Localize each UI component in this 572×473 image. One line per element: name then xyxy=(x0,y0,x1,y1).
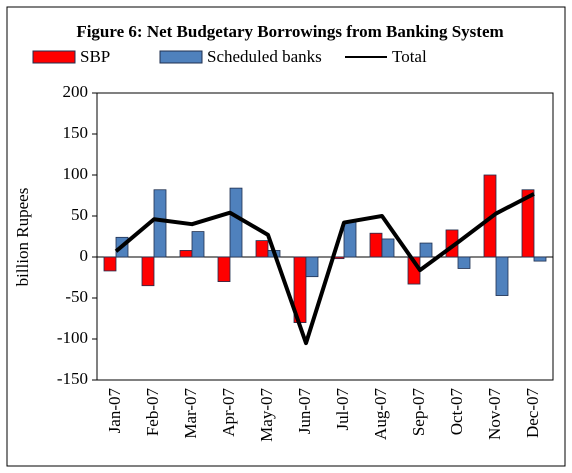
bar xyxy=(229,187,243,258)
bar xyxy=(495,256,509,296)
bar xyxy=(305,256,319,278)
y-tick-label: -100 xyxy=(57,328,88,347)
bar xyxy=(191,231,205,258)
y-tick-label: 200 xyxy=(63,82,89,101)
bar xyxy=(141,256,155,287)
plot-area xyxy=(96,92,554,381)
bar xyxy=(343,221,357,258)
x-tick-label: Feb-07 xyxy=(143,388,162,437)
bar xyxy=(103,256,117,272)
x-tick-label: Jul-07 xyxy=(333,388,352,431)
bar xyxy=(533,256,547,262)
bar xyxy=(457,256,471,269)
x-tick-label: Jan-07 xyxy=(105,388,124,434)
legend-swatch xyxy=(159,50,203,64)
bar xyxy=(153,189,167,258)
legend-label: SBP xyxy=(80,47,110,66)
chart-frame xyxy=(6,6,566,467)
bar xyxy=(369,232,383,258)
y-tick-label: -50 xyxy=(65,287,88,306)
y-tick-label: -150 xyxy=(57,369,88,388)
y-tick-label: 100 xyxy=(63,164,89,183)
x-tick-label: Jun-07 xyxy=(295,388,314,435)
chart-title: Figure 6: Net Budgetary Borrowings from … xyxy=(76,22,503,41)
bar xyxy=(255,240,269,258)
x-tick-label: Aug-07 xyxy=(371,388,390,440)
x-tick-label: May-07 xyxy=(257,388,276,442)
line xyxy=(114,192,535,346)
bar xyxy=(217,256,231,283)
legend-swatch xyxy=(32,50,76,64)
x-tick-label: Dec-07 xyxy=(523,388,542,439)
legend-label: Total xyxy=(392,47,427,66)
bar xyxy=(179,250,193,258)
y-tick-label: 0 xyxy=(80,246,89,265)
bar xyxy=(381,238,395,258)
x-tick-label: Mar-07 xyxy=(181,388,200,439)
y-tick-label: 50 xyxy=(71,205,88,224)
legend-label: Scheduled banks xyxy=(207,47,322,66)
bar xyxy=(419,242,433,258)
x-tick-label: Nov-07 xyxy=(485,388,504,440)
x-tick-label: Oct-07 xyxy=(447,388,466,436)
y-tick-label: 150 xyxy=(63,123,89,142)
x-tick-label: Sep-07 xyxy=(409,388,428,437)
y-axis-label: billion Rupees xyxy=(13,188,32,287)
x-tick-label: Apr-07 xyxy=(219,388,238,437)
bar xyxy=(521,189,535,258)
